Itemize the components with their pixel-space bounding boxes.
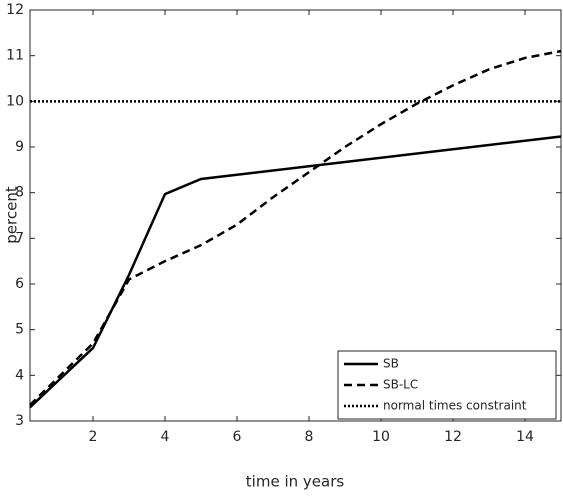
y-tick-label: 3 [15, 413, 24, 429]
legend-label: SB-LC [383, 378, 418, 392]
x-tick-label: 12 [444, 429, 462, 445]
y-tick-label: 12 [6, 2, 24, 18]
legend-label: SB [383, 357, 399, 371]
legend-label: normal times constraint [383, 399, 527, 413]
x-tick-label: 2 [89, 429, 98, 445]
x-tick-label: 4 [161, 429, 170, 445]
line [29, 135, 562, 409]
y-tick-label: 10 [6, 93, 24, 109]
x-tick-label: 8 [305, 429, 314, 445]
y-tick-label: 8 [15, 185, 24, 201]
y-tick-label: 9 [15, 139, 24, 155]
y-axis-label: percent [3, 186, 21, 244]
line [29, 49, 562, 406]
x-tick-label: 6 [233, 429, 242, 445]
x-axis-label: time in years [246, 473, 345, 491]
y-tick-label: 7 [15, 230, 24, 246]
x-tick-label: 14 [516, 429, 534, 445]
y-tick-label: 4 [15, 367, 24, 383]
y-tick-label: 5 [15, 322, 24, 338]
y-tick-label: 11 [6, 48, 24, 64]
y-tick-label: 6 [15, 276, 24, 292]
x-tick-label: 10 [372, 429, 390, 445]
